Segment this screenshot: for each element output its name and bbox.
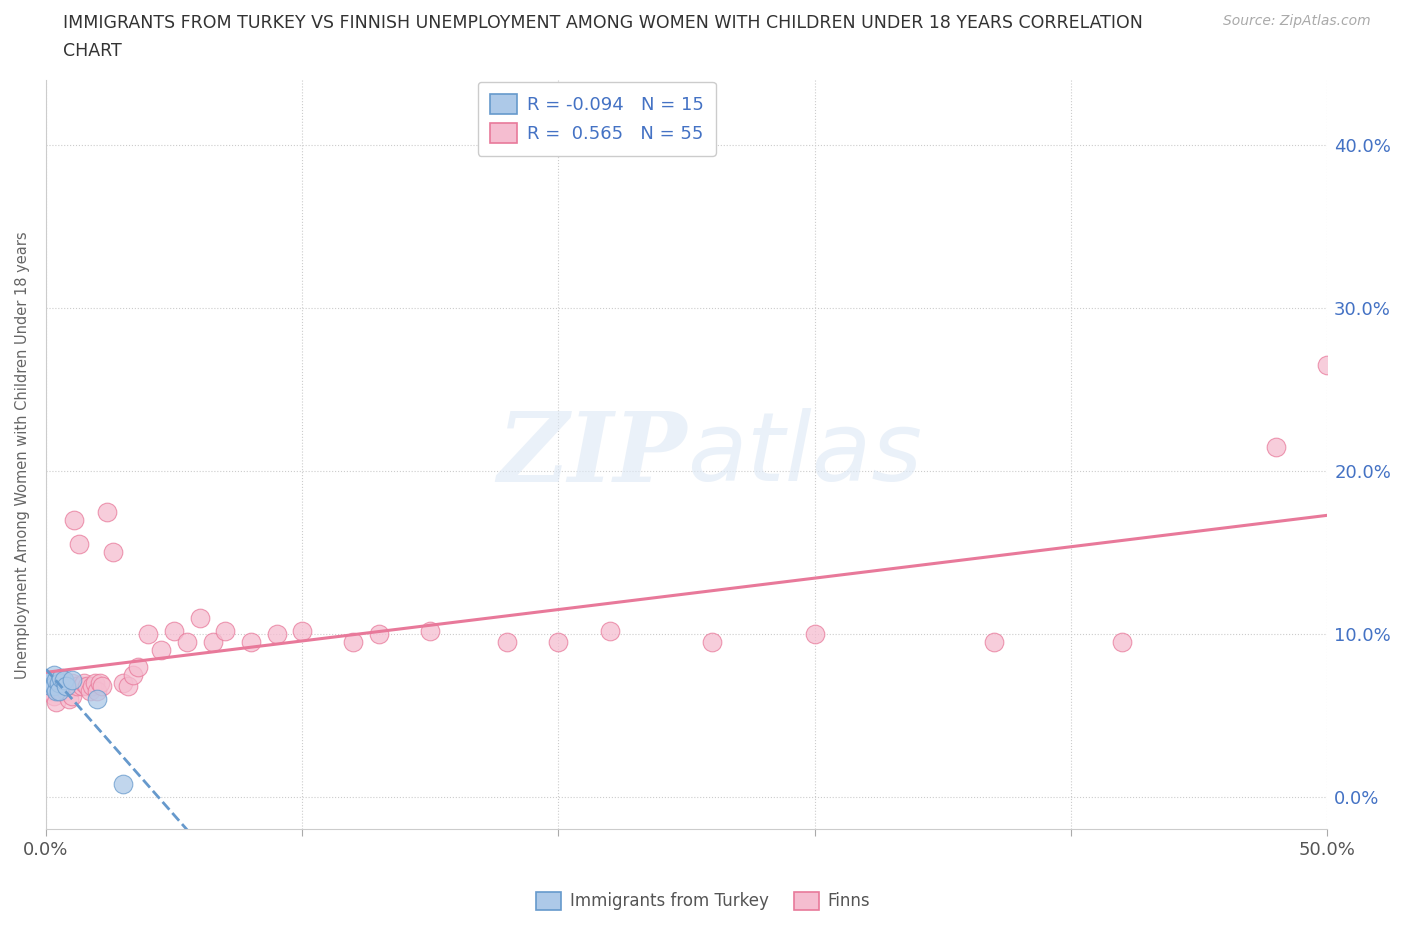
Point [42,679,65,694]
Text: ZIP: ZIP [496,407,686,502]
Point [496,634,519,649]
Text: CHART: CHART [63,42,122,60]
Point [117,679,139,694]
Point [67,537,90,551]
Point [55,679,77,694]
Point [76,679,98,694]
Point [1111,634,1133,649]
Point [291,623,314,638]
Point [702,634,724,649]
Point [342,634,364,649]
Point [150,643,173,658]
Point [38,679,60,694]
Point [266,627,288,642]
Point [55,684,77,698]
Point [58,692,80,707]
Point [419,623,441,638]
Point [66,679,89,694]
Point [51,671,73,685]
Point [51,684,73,698]
Point [138,627,160,642]
Point [48,675,70,690]
Text: atlas: atlas [686,408,921,501]
Point [83,675,105,690]
Point [42,688,65,703]
Point [60,688,83,703]
Point [163,623,186,638]
Point [63,512,86,527]
Point [239,634,262,649]
Point [73,675,96,690]
Point [803,627,825,642]
Point [111,675,134,690]
Point [1264,439,1286,454]
Legend: Immigrants from Turkey, Finns: Immigrants from Turkey, Finns [530,885,876,917]
Point [547,634,569,649]
Point [91,679,114,694]
Text: IMMIGRANTS FROM TURKEY VS FINNISH UNEMPLOYMENT AMONG WOMEN WITH CHILDREN UNDER 1: IMMIGRANTS FROM TURKEY VS FINNISH UNEMPL… [63,14,1143,32]
Point [201,634,224,649]
Point [45,695,67,710]
Point [39,672,62,687]
Point [48,684,70,698]
Point [89,675,111,690]
Point [48,679,70,694]
Point [42,667,65,682]
Point [45,684,67,698]
Point [101,545,124,560]
Point [60,672,83,687]
Point [188,610,211,625]
Point [38,675,60,690]
Point [52,672,75,687]
Point [599,623,621,638]
Text: Source: ZipAtlas.com: Source: ZipAtlas.com [1223,14,1371,28]
Point [1316,358,1339,373]
Y-axis label: Unemployment Among Women with Children Under 18 years: Unemployment Among Women with Children U… [15,231,30,679]
Point [111,777,134,791]
Point [214,623,236,638]
Point [983,634,1005,649]
Point [368,627,391,642]
Point [39,675,62,690]
Point [96,504,118,519]
Legend: R = -0.094   N = 15, R =  0.565   N = 55: R = -0.094 N = 15, R = 0.565 N = 55 [478,82,716,155]
Point [39,679,62,694]
Point [52,679,75,694]
Point [82,679,104,694]
Point [122,667,145,682]
Point [55,675,77,690]
Point [79,684,101,698]
Point [60,675,83,690]
Point [86,684,108,698]
Point [86,692,108,707]
Point [45,672,67,687]
Point [127,659,149,674]
Point [51,672,73,687]
Point [45,675,67,690]
Point [39,684,62,698]
Point [176,634,198,649]
Point [70,679,93,694]
